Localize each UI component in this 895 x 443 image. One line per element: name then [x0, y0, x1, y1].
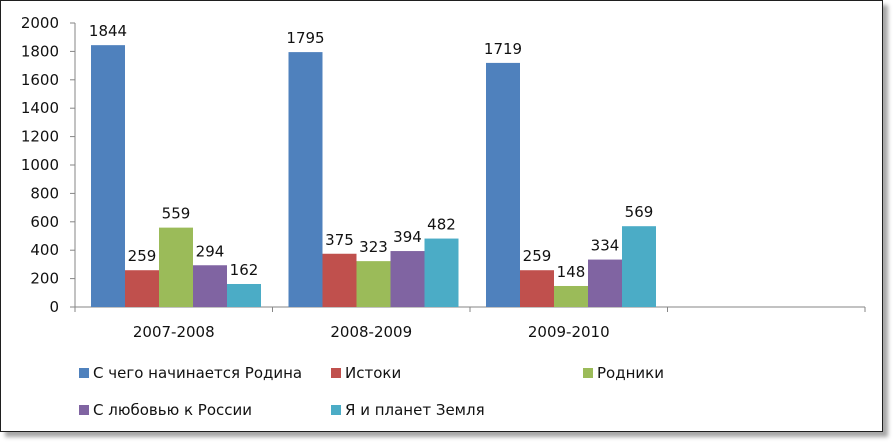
- legend-label: Я и планет Земля: [345, 401, 485, 419]
- data-label: 334: [591, 237, 620, 255]
- data-label: 569: [625, 203, 654, 221]
- x-axis: 2007-2008 2008-2009 2009-2010: [74, 306, 866, 341]
- y-tick-label: 800: [30, 184, 59, 202]
- bars: [91, 45, 656, 307]
- legend-swatch: [79, 368, 89, 378]
- y-axis: 0 200 400 600 800 1000 1200 1400 1600 1800 2000: [21, 14, 76, 316]
- data-labels: 1844 259 559 294 162 1795 375 323 394 482 1719 259 1…: [89, 22, 653, 281]
- legend: С чего начинается Родина Истоки Родники С л…: [79, 364, 664, 419]
- bar: [622, 226, 656, 307]
- bar: [356, 261, 391, 307]
- bar: [159, 227, 193, 307]
- data-label: 394: [393, 228, 422, 246]
- legend-swatch: [79, 405, 89, 415]
- data-label: 259: [128, 247, 157, 265]
- y-tick-label: 1000: [21, 156, 59, 174]
- chart-frame: 0 200 400 600 800 1000 1200 1400 1600 1800 2000 20…: [0, 0, 883, 432]
- y-tick-label: 1800: [21, 42, 59, 60]
- data-label: 323: [359, 238, 388, 256]
- x-tick-label: 2009-2010: [528, 323, 610, 341]
- bar: [193, 265, 227, 307]
- legend-label: Истоки: [345, 364, 401, 382]
- y-tick-label: 400: [30, 241, 59, 259]
- bar: [486, 62, 520, 307]
- legend-label: Родники: [597, 364, 664, 382]
- y-tick-label: 2000: [21, 14, 59, 32]
- y-tick-label: 600: [30, 213, 59, 231]
- bar: [91, 45, 125, 307]
- bar: [125, 270, 159, 307]
- bar: [554, 285, 588, 307]
- data-label: 559: [162, 205, 191, 223]
- data-label: 482: [427, 216, 456, 234]
- y-tick-label: 200: [30, 270, 59, 288]
- y-tick-label: 0: [49, 298, 59, 316]
- data-label: 1844: [89, 22, 127, 40]
- data-label: 259: [523, 247, 552, 265]
- data-label: 1719: [484, 40, 522, 58]
- x-tick-label: 2008-2009: [330, 323, 412, 341]
- x-tick-label: 2007-2008: [133, 323, 215, 341]
- data-label: 375: [325, 231, 354, 249]
- y-tick-label: 1200: [21, 128, 59, 146]
- legend-label: С любовью к России: [93, 401, 252, 419]
- bar: [424, 238, 459, 307]
- bar: [588, 259, 622, 307]
- y-tick-label: 1600: [21, 71, 59, 89]
- data-label: 162: [230, 261, 259, 279]
- data-label: 148: [557, 263, 586, 281]
- legend-swatch: [331, 368, 341, 378]
- bar: [520, 270, 554, 307]
- legend-label: С чего начинается Родина: [93, 364, 302, 382]
- bar: [288, 52, 323, 307]
- legend-swatch: [583, 368, 593, 378]
- bar-chart: 0 200 400 600 800 1000 1200 1400 1600 1800 2000 20…: [21, 14, 866, 419]
- legend-swatch: [331, 405, 341, 415]
- bar: [227, 283, 261, 307]
- bar: [390, 251, 425, 307]
- data-label: 294: [196, 242, 225, 260]
- bar: [322, 253, 357, 307]
- y-tick-label: 1400: [21, 99, 59, 117]
- data-label: 1795: [286, 29, 324, 47]
